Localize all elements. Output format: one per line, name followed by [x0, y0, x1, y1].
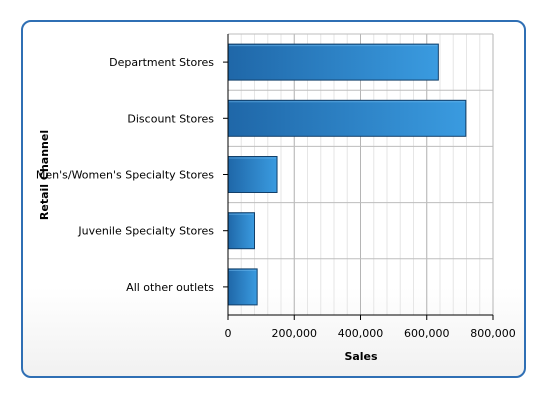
x-tick-label: 200,000: [272, 327, 318, 340]
category-label: Department Stores: [109, 56, 214, 69]
x-tick-label: 800,000: [470, 327, 516, 340]
bar: [227, 99, 467, 137]
y-axis-title: Retail Channel: [38, 130, 51, 220]
x-tick-labels: 0 200,000 400,000 600,000 800,000: [225, 327, 516, 340]
bar: [227, 268, 258, 306]
x-tick-label: 0: [225, 327, 232, 340]
x-axis-title: Sales: [344, 350, 378, 363]
category-label: Juvenile Specialty Stores: [77, 225, 214, 238]
x-tick-label: 600,000: [404, 327, 450, 340]
axes: [223, 34, 494, 320]
bar: [227, 43, 439, 81]
category-labels: Department Stores Discount Stores Men's/Wo…: [36, 56, 214, 294]
category-label: Men's/Women's Specialty Stores: [36, 169, 214, 182]
category-label: Discount Stores: [127, 112, 214, 125]
category-label: All other outlets: [126, 281, 214, 294]
x-tick-label: 400,000: [338, 327, 384, 340]
bar: [227, 156, 278, 193]
bars: [227, 43, 467, 306]
bar: [227, 212, 255, 250]
